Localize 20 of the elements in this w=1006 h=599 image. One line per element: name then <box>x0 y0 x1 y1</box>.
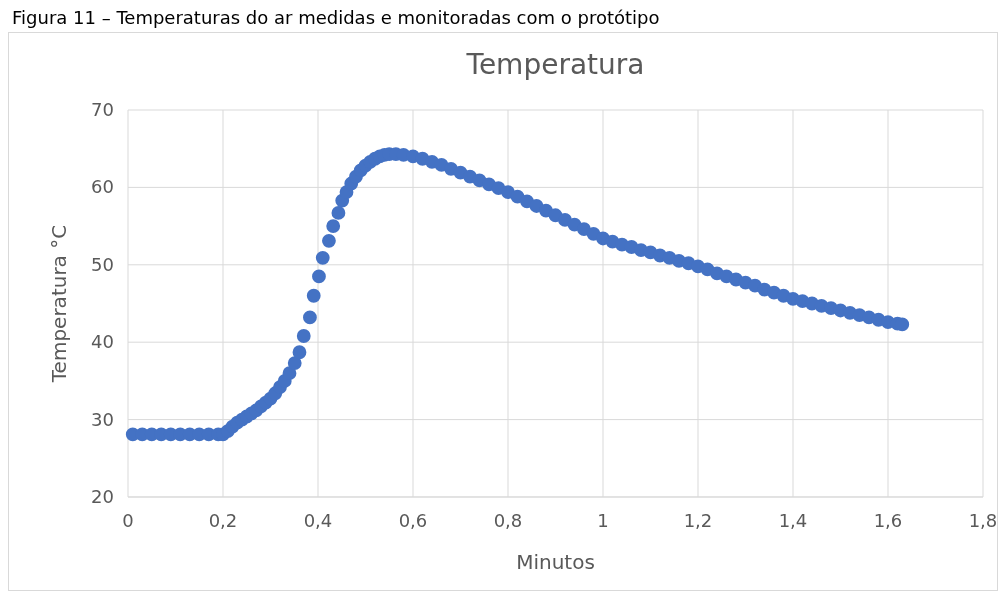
x-tick-label: 0,4 <box>303 510 333 531</box>
y-tick-label: 60 <box>91 176 114 198</box>
y-tick-label: 30 <box>91 408 114 430</box>
x-tick-label: 1,6 <box>873 510 903 531</box>
x-tick-label: 0 <box>122 510 134 531</box>
x-tick-label: 1,8 <box>968 510 998 531</box>
x-tick-label: 1,4 <box>778 510 808 531</box>
y-tick-label: 20 <box>91 486 114 507</box>
y-tick-label: 40 <box>91 331 114 353</box>
x-tick-label: 1 <box>597 510 609 531</box>
y-tick-label: 50 <box>91 253 114 275</box>
x-tick-label: 0,6 <box>398 510 428 531</box>
chart-title: Temperatura <box>465 48 645 81</box>
y-axis-title: Temperatura °C <box>47 224 71 384</box>
x-tick-label: 0,8 <box>493 510 523 531</box>
x-tick-label: 1,2 <box>683 510 713 531</box>
x-tick-label: 0,2 <box>208 510 238 531</box>
x-axis-title: Minutos <box>516 550 595 574</box>
y-tick-label: 70 <box>91 99 114 120</box>
text: Figura 11 – Temperaturas do ar medidas e monitoradas com o protótipo <box>12 7 660 28</box>
